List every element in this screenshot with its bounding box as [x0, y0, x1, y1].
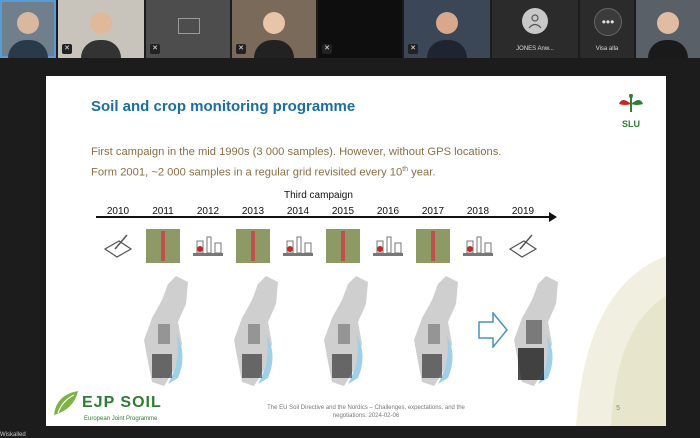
lab-analysis-icon: [191, 229, 225, 263]
ejp-soil-subtitle: European Joint Programme: [84, 416, 158, 422]
year-label: 2011: [152, 206, 174, 217]
participant-body: [427, 40, 467, 58]
participant-tile-3[interactable]: ✕: [146, 0, 230, 58]
arrow-right-icon: [478, 310, 508, 353]
slide-footer-text: The EU Soil Directive and the Nordics – …: [267, 405, 465, 419]
sweden-sample-map: [508, 274, 568, 389]
participant-tile-6[interactable]: ✕: [404, 0, 490, 58]
lab-analysis-icon: [281, 229, 315, 263]
field-sampling-photo: [416, 229, 450, 263]
ejp-soil-brand: EJP SOIL: [82, 394, 162, 411]
mic-muted-icon: ✕: [408, 44, 418, 54]
participant-tile-2[interactable]: ✕: [58, 0, 144, 58]
participant-body: [8, 40, 48, 58]
mic-muted-icon: ✕: [322, 44, 332, 54]
year-label: 2010: [106, 206, 130, 217]
slide-page-number: 5: [616, 405, 620, 412]
slide-title: Soil and crop monitoring programme: [91, 98, 356, 115]
year-label: 2015: [331, 206, 355, 217]
participant-tile-jones[interactable]: JONES Anw...: [492, 0, 578, 58]
show-all-button[interactable]: ••• Visa alla: [580, 0, 634, 58]
year-label: 2012: [196, 206, 220, 217]
planning-icon: [101, 229, 135, 263]
lab-analysis-icon: [371, 229, 405, 263]
sweden-sample-map: [138, 274, 198, 389]
show-all-label: Visa alla: [595, 46, 619, 52]
year-label: 2019: [511, 206, 535, 217]
camera-off-icon: [178, 18, 200, 34]
field-sampling-photo: [326, 229, 360, 263]
more-icon: •••: [594, 8, 622, 36]
lab-analysis-icon: [461, 229, 495, 263]
participant-video: [263, 12, 285, 34]
participant-video: [657, 12, 679, 34]
sweden-sample-map: [318, 274, 378, 389]
year-label: 2013: [241, 206, 265, 217]
participant-tile-5[interactable]: ✕: [318, 0, 402, 58]
avatar-icon: [522, 8, 548, 34]
year-label: 2017: [421, 206, 445, 217]
participant-tile-1[interactable]: [0, 0, 56, 58]
sweden-sample-map: [408, 274, 468, 389]
slu-leaf-icon: [619, 94, 643, 112]
participant-body: [81, 40, 121, 58]
participant-name: JONES Anw...: [516, 46, 554, 52]
decorative-leaf-shape: [556, 256, 666, 426]
slu-logo: SLU: [616, 94, 646, 129]
planning-icon: [506, 229, 540, 263]
year-label: 2014: [286, 206, 310, 217]
timeline-arrow-icon: [549, 212, 557, 222]
field-sampling-photo: [236, 229, 270, 263]
year-label: 2016: [376, 206, 400, 217]
shared-slide: Soil and crop monitoring programme SLU F…: [46, 76, 666, 426]
slide-body-text: First campaign in the mid 1990s (3 000 s…: [91, 143, 501, 182]
body-line-1: First campaign in the mid 1990s (3 000 s…: [91, 146, 502, 158]
field-sampling-photo: [146, 229, 180, 263]
third-campaign-label: Third campaign: [284, 190, 353, 201]
participant-body: [254, 40, 294, 58]
participant-tile-self[interactable]: [636, 0, 700, 58]
slu-logo-text: SLU: [622, 119, 640, 129]
participant-tile-4[interactable]: ✕: [232, 0, 316, 58]
window-status-label: Wiskalled: [0, 432, 26, 438]
timeline-axis: [96, 216, 551, 218]
year-label: 2018: [466, 206, 490, 217]
participant-video: [90, 12, 112, 34]
participant-video: [17, 12, 39, 34]
mic-muted-icon: ✕: [236, 44, 246, 54]
mic-muted-icon: ✕: [62, 44, 72, 54]
participant-video: [436, 12, 458, 34]
ejp-soil-logo-icon: [52, 389, 80, 422]
body-line-2: Form 2001, ~2 000 samples in a regular g…: [91, 166, 436, 179]
mic-muted-icon: ✕: [150, 44, 160, 54]
participant-body: [648, 40, 688, 58]
sweden-sample-map: [228, 274, 288, 389]
